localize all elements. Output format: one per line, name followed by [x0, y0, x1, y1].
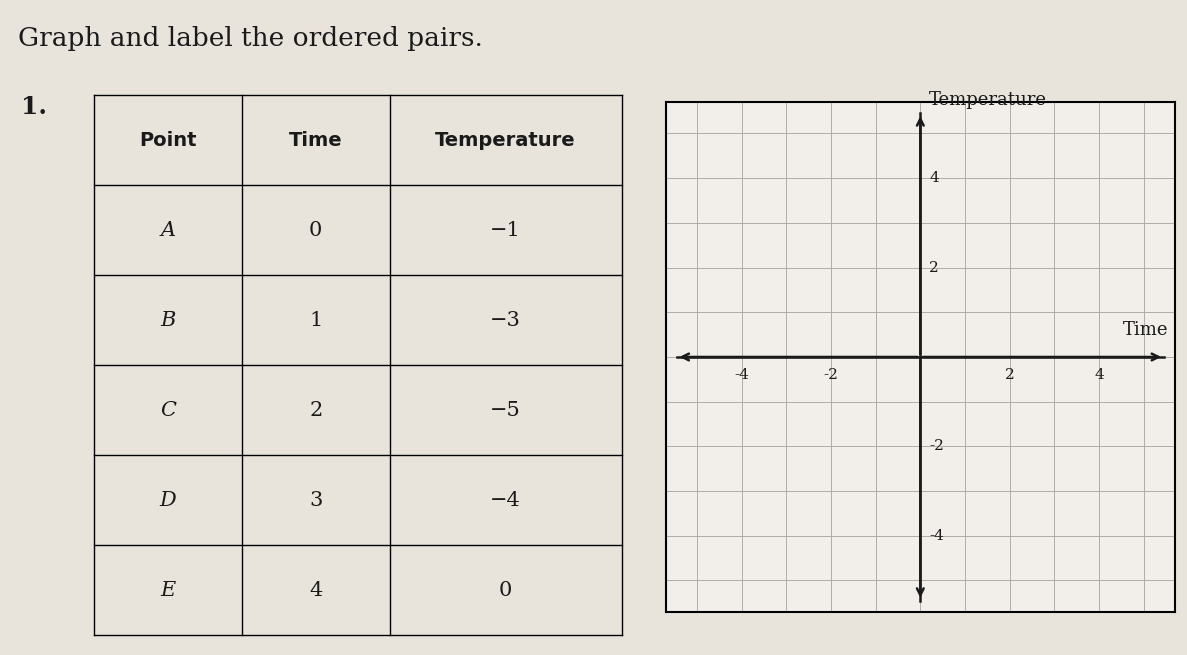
Text: -2: -2: [929, 440, 944, 453]
Text: 1.: 1.: [21, 96, 47, 119]
Text: 2: 2: [1005, 368, 1015, 382]
Text: Point: Point: [139, 131, 197, 150]
Text: -4: -4: [929, 529, 944, 543]
Text: Temperature: Temperature: [929, 91, 1047, 109]
Text: -4: -4: [734, 368, 749, 382]
Text: 2: 2: [929, 261, 939, 274]
Text: D: D: [160, 491, 177, 510]
Text: Time: Time: [288, 131, 343, 150]
Text: −5: −5: [490, 401, 521, 420]
Text: E: E: [160, 581, 176, 600]
Text: 4: 4: [1094, 368, 1104, 382]
Text: 1: 1: [309, 311, 323, 330]
Text: 0: 0: [309, 221, 323, 240]
Text: 0: 0: [499, 581, 513, 600]
Text: -2: -2: [824, 368, 838, 382]
Text: 2: 2: [309, 401, 323, 420]
Text: 4: 4: [929, 171, 939, 185]
Text: −3: −3: [490, 311, 521, 330]
Text: −1: −1: [490, 221, 521, 240]
Text: −4: −4: [490, 491, 521, 510]
Text: Temperature: Temperature: [436, 131, 576, 150]
Text: A: A: [160, 221, 176, 240]
Text: 3: 3: [309, 491, 323, 510]
Text: Graph and label the ordered pairs.: Graph and label the ordered pairs.: [18, 26, 483, 51]
Text: 4: 4: [309, 581, 323, 600]
Text: C: C: [160, 401, 176, 420]
Text: B: B: [160, 311, 176, 330]
Text: Time: Time: [1123, 321, 1168, 339]
